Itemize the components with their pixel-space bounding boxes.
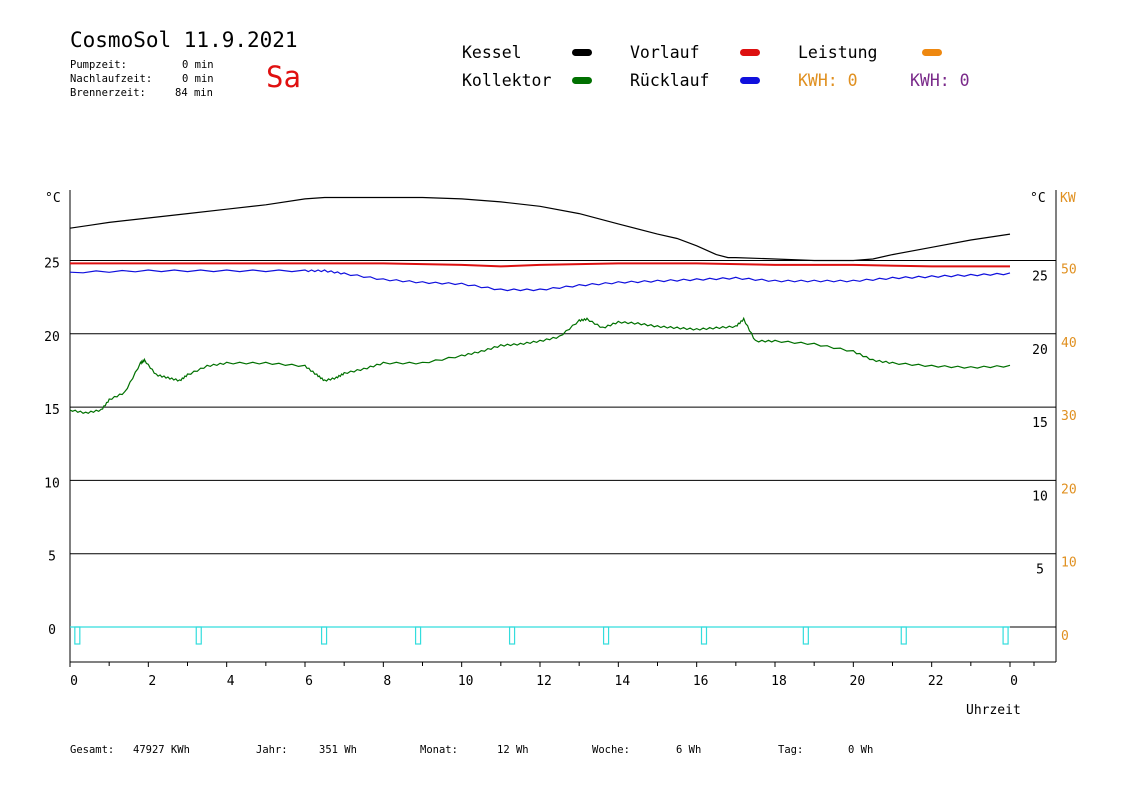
- footer-monat-label: Monat:: [420, 744, 458, 756]
- y-left-tick-label: 0: [48, 623, 56, 638]
- footer-gesamt-label: Gesamt:: [70, 744, 115, 756]
- chart-axes: [69, 190, 1057, 667]
- x-tick-label: 4: [227, 674, 235, 689]
- y-left-tick-label: 5: [48, 550, 56, 565]
- y-right-temp-tick-label: 20: [1032, 343, 1048, 358]
- pump-marker: [508, 626, 516, 645]
- pump-marker: [900, 626, 907, 645]
- legend-kessel-label: Kessel: [462, 43, 522, 62]
- x-tick-label: 2: [148, 674, 156, 689]
- y-right-kw-tick-label: 0: [1061, 629, 1069, 644]
- y-right-temp-tick-label: 25: [1032, 270, 1048, 285]
- brennerzeit-value: 84 min: [175, 87, 213, 99]
- footer-jahr-value: 351 Wh: [319, 744, 357, 756]
- page-title: CosmoSol 11.9.2021: [70, 28, 298, 52]
- y-right-kw-tick-label: 30: [1061, 409, 1077, 424]
- pumpzeit-label: Pumpzeit:: [70, 59, 127, 71]
- legend-leistung-label: Leistung: [798, 43, 878, 62]
- legend-kwh-orange: KWH: 0: [798, 71, 858, 90]
- footer-tag-label: Tag:: [778, 744, 804, 756]
- x-tick-label: 22: [928, 674, 944, 689]
- chart-grid: [70, 260, 1056, 628]
- x-tick-label: 20: [850, 674, 866, 689]
- y-right-temp-tick-label: 10: [1032, 489, 1048, 504]
- legend-vorlauf-label: Vorlauf: [630, 43, 700, 62]
- x-tick-label: 6: [305, 674, 313, 689]
- pump-marker: [700, 626, 708, 645]
- y-right-kw-unit-label: KW: [1060, 191, 1076, 206]
- y-left-tick-label: 20: [44, 330, 60, 345]
- y-right-temp-unit-label: °C: [1030, 191, 1046, 206]
- legend-vorlauf-swatch: [740, 49, 760, 56]
- footer-woche-label: Woche:: [592, 744, 630, 756]
- x-tick-label: 14: [615, 674, 631, 689]
- pump-marker: [195, 626, 202, 645]
- pumpzeit-value: 0 min: [182, 59, 214, 71]
- x-axis-unit-label: Uhrzeit: [966, 703, 1021, 718]
- nachlaufzeit-label: Nachlaufzeit:: [70, 73, 153, 85]
- y-right-kw-tick-label: 40: [1061, 336, 1077, 351]
- footer-jahr-label: Jahr:: [256, 744, 288, 756]
- legend-kollektor-label: Kollektor: [462, 71, 552, 90]
- pump-marker: [602, 626, 610, 645]
- series-line-kessel: [69, 196, 1011, 262]
- series-line-kollektor: [69, 316, 1011, 414]
- y-right-kw-tick-label: 50: [1061, 263, 1077, 278]
- nachlaufzeit-value: 0 min: [182, 73, 214, 85]
- legend-ruecklauf-label: Rücklauf: [630, 71, 710, 90]
- footer-woche-value: 6 Wh: [676, 744, 702, 756]
- legend-leistung-swatch: [922, 49, 942, 56]
- footer-gesamt-value: 47927 KWh: [133, 744, 190, 756]
- x-tick-label: 10: [458, 674, 474, 689]
- y-right-kw-tick-label: 20: [1061, 482, 1077, 497]
- chart-series: [69, 196, 1011, 628]
- series-line-vorlauf: [70, 262, 1010, 268]
- x-tick-label: 0: [70, 674, 78, 689]
- footer-tag-value: 0 Wh: [848, 744, 874, 756]
- pump-markers: [74, 626, 1009, 645]
- y-right-temp-tick-label: 5: [1036, 563, 1044, 578]
- y-left-unit-label: °C: [45, 191, 61, 206]
- y-left-tick-label: 15: [44, 403, 60, 418]
- weekday-label: Sa: [266, 60, 301, 94]
- pump-marker: [74, 626, 81, 645]
- x-tick-label: 18: [771, 674, 787, 689]
- y-right-kw-tick-label: 10: [1061, 556, 1077, 571]
- x-tick-label: 16: [693, 674, 709, 689]
- legend-kwh-purple: KWH: 0: [910, 71, 970, 90]
- brennerzeit-label: Brennerzeit:: [70, 87, 146, 99]
- legend-ruecklauf-swatch: [740, 77, 760, 84]
- x-tick-label: 0: [1010, 674, 1018, 689]
- legend-kessel-swatch: [572, 49, 592, 56]
- footer-monat-value: 12 Wh: [497, 744, 529, 756]
- pump-marker: [320, 626, 328, 645]
- pump-marker: [414, 626, 422, 645]
- y-right-temp-tick-label: 15: [1032, 416, 1048, 431]
- chart-labels: 0 2 4 6 8 10 12 14 16 18 20 22 0 Uhrzeit 0 5 10 15 20 25 °C 5…: [44, 191, 1076, 718]
- legend-kollektor-swatch: [572, 77, 592, 84]
- series-line-ruecklauf: [69, 269, 1011, 292]
- pump-marker: [1002, 626, 1009, 645]
- y-left-tick-label: 10: [44, 476, 60, 491]
- x-tick-label: 8: [383, 674, 391, 689]
- y-left-tick-label: 25: [44, 257, 60, 272]
- pump-marker: [802, 626, 809, 645]
- x-tick-label: 12: [536, 674, 552, 689]
